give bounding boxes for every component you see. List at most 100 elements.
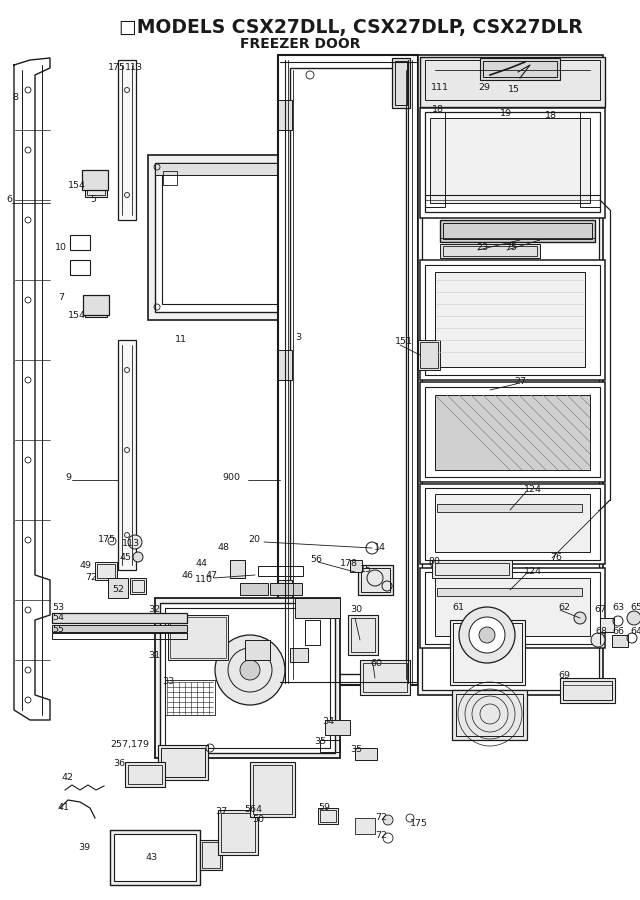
Text: 36: 36 [113, 759, 125, 768]
Text: 19: 19 [500, 109, 512, 118]
Text: 41: 41 [58, 804, 70, 813]
Bar [132, 580, 144, 592]
Text: 33: 33 [162, 678, 174, 687]
Bar [450, 620, 525, 685]
Circle shape [215, 635, 285, 705]
Text: 80: 80 [428, 557, 440, 566]
Bar [432, 560, 512, 578]
Text: 52: 52 [112, 586, 124, 595]
Text: 124: 124 [524, 485, 542, 494]
Text: 35: 35 [314, 737, 326, 746]
Bar [202, 842, 220, 868]
Bar [600, 618, 614, 632]
Text: 59: 59 [318, 804, 330, 813]
Text: 64: 64 [630, 627, 640, 636]
Bar [168, 615, 228, 660]
Text: 45: 45 [119, 554, 131, 562]
Bar [108, 578, 128, 598]
Bar [425, 60, 600, 100]
Bar [160, 603, 335, 753]
Bar [420, 57, 605, 107]
Bar [435, 272, 585, 367]
Text: 9: 9 [65, 473, 71, 482]
Bar [355, 748, 377, 760]
Bar [420, 260, 605, 380]
Bar [290, 648, 308, 662]
Text: 175: 175 [410, 818, 428, 827]
Text: 62: 62 [558, 604, 570, 613]
Circle shape [479, 627, 495, 643]
Text: 110: 110 [195, 575, 213, 584]
Bar [70, 235, 90, 250]
Bar [443, 246, 537, 256]
Bar [320, 740, 340, 752]
Bar [425, 387, 600, 477]
Bar [125, 762, 165, 787]
Text: 14: 14 [374, 544, 386, 553]
Text: 11: 11 [175, 336, 187, 345]
Text: FREEZER DOOR: FREEZER DOOR [240, 37, 360, 51]
Bar [200, 840, 222, 870]
Text: 39: 39 [78, 842, 90, 851]
Text: 178: 178 [340, 560, 358, 569]
Text: 48: 48 [218, 544, 230, 553]
Bar [97, 564, 115, 578]
Bar [351, 618, 375, 652]
Text: 900: 900 [222, 473, 240, 482]
Text: 47: 47 [206, 571, 218, 580]
Bar [580, 112, 600, 207]
Bar [250, 762, 295, 817]
Bar [435, 578, 590, 636]
Text: 55: 55 [52, 626, 64, 634]
Text: 46: 46 [182, 571, 194, 580]
Bar [360, 660, 410, 695]
Text: 10: 10 [55, 244, 67, 253]
Bar [430, 118, 590, 203]
Bar [425, 265, 600, 375]
Bar [420, 342, 438, 368]
Bar [165, 680, 215, 715]
Bar [128, 765, 162, 784]
Text: 65: 65 [630, 602, 640, 611]
Bar [85, 185, 107, 197]
Circle shape [459, 607, 515, 663]
Bar [425, 112, 445, 207]
Text: 60: 60 [370, 659, 382, 668]
Bar [278, 350, 292, 380]
Bar [245, 640, 270, 660]
Text: 44: 44 [196, 560, 208, 569]
Bar [161, 748, 205, 777]
Text: 35: 35 [350, 745, 362, 754]
Bar [295, 598, 340, 618]
Text: 72: 72 [85, 573, 97, 582]
Bar [52, 613, 187, 623]
Bar [420, 382, 605, 482]
Bar [290, 68, 406, 674]
Bar [318, 808, 338, 824]
Circle shape [133, 552, 143, 562]
Bar [155, 598, 340, 758]
Bar [480, 58, 560, 80]
Text: 61: 61 [452, 602, 464, 611]
Text: 151: 151 [395, 338, 413, 346]
Text: 6: 6 [6, 195, 12, 204]
Bar [258, 566, 303, 576]
Bar [395, 61, 407, 105]
Bar [52, 633, 187, 639]
Text: 113: 113 [122, 538, 140, 547]
Bar [425, 112, 600, 212]
Circle shape [240, 660, 260, 680]
Text: 66: 66 [612, 627, 624, 636]
Text: 18: 18 [545, 111, 557, 120]
Bar [563, 681, 612, 700]
Bar [114, 834, 196, 881]
Bar [422, 60, 599, 690]
Circle shape [128, 535, 142, 549]
Bar [118, 60, 136, 220]
Text: 7: 7 [58, 293, 64, 302]
Text: 23: 23 [476, 244, 488, 253]
Text: 72: 72 [375, 814, 387, 823]
Text: 20: 20 [248, 536, 260, 544]
Text: 37: 37 [215, 807, 227, 816]
Bar [437, 504, 582, 512]
